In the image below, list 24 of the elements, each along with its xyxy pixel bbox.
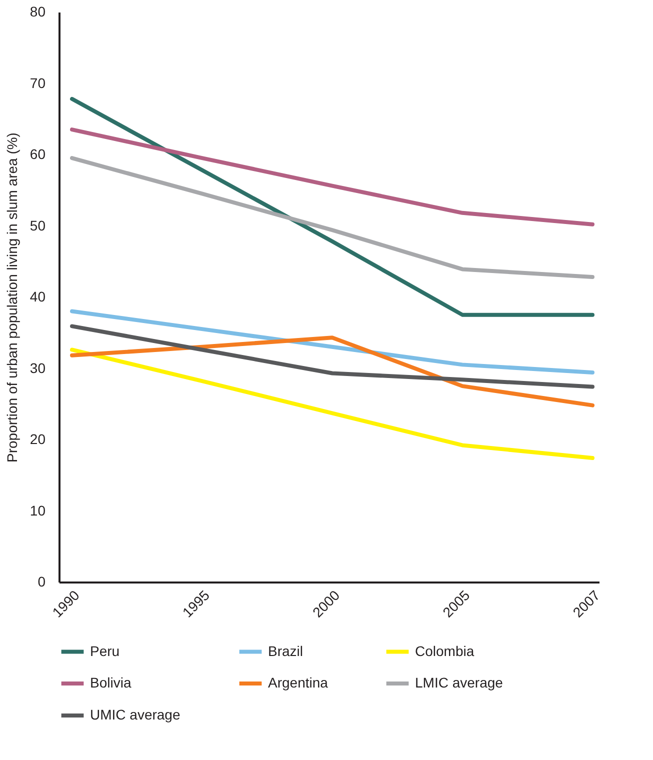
legend-label: UMIC average <box>90 706 180 722</box>
legend-label: Brazil <box>268 642 304 659</box>
y-tick-label: 20 <box>30 431 46 447</box>
y-tick-label: 50 <box>30 217 46 234</box>
legend-label: Bolivia <box>90 674 132 690</box>
legend-label: Peru <box>90 642 120 659</box>
y-tick-label: 80 <box>30 4 46 20</box>
legend-label: LMIC average <box>415 674 504 690</box>
y-tick-label: 10 <box>30 502 46 518</box>
legend-label: Colombia <box>415 642 474 659</box>
line-series <box>70 336 594 408</box>
y-tick-label: 0 <box>38 574 46 590</box>
line-series <box>70 348 594 460</box>
line-series <box>70 156 594 280</box>
y-tick-label: 70 <box>30 74 46 91</box>
y-axis-title: Proportion of urban population living in slum area (%) <box>4 132 20 462</box>
line-series <box>70 324 594 389</box>
legend-label: Argentina <box>268 674 328 690</box>
line-series <box>70 96 594 317</box>
line-series <box>70 128 594 226</box>
y-tick-label: 30 <box>30 360 46 376</box>
y-tick-label: 40 <box>30 288 46 304</box>
line-series <box>70 309 594 375</box>
y-tick-label: 60 <box>30 146 46 162</box>
